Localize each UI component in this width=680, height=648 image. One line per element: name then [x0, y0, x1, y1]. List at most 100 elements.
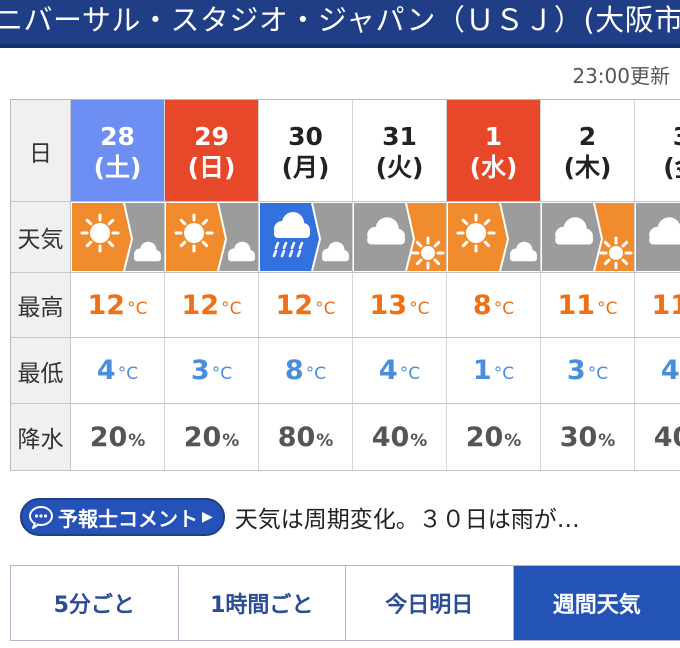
- high-temp-value: 11°C: [558, 290, 618, 321]
- page-title: ニバーサル・スタジオ・ジャパン（ＵＳＪ）(大阪市: [0, 3, 680, 37]
- high-temp-cell: 13 °C: [353, 273, 447, 337]
- high-temp-cell: 12 °C: [165, 273, 259, 337]
- precip-value: 40%: [654, 422, 680, 453]
- high-temp-value: 12 °C: [182, 290, 242, 321]
- high-temp-value: 13 °C: [370, 290, 430, 321]
- low-temp-cell: 4°C: [71, 338, 165, 403]
- low-temp-cell: 3 °C: [165, 338, 259, 403]
- temp-number: 3: [566, 355, 586, 386]
- tab-5min[interactable]: 5分ごと: [10, 566, 179, 640]
- temp-number: 8: [472, 289, 492, 321]
- temp-number: 11: [557, 289, 596, 321]
- date-cell: 3(金: [635, 100, 680, 201]
- low-temp-cell: 8 °C: [259, 338, 353, 403]
- forecaster-comment-text[interactable]: 天気は周期変化。３０日は雨が…: [234, 507, 580, 533]
- low-temp-value: 4°C: [661, 355, 680, 386]
- temp-unit: °C: [399, 364, 421, 384]
- weather-cell: [635, 202, 680, 272]
- day-number: 2: [578, 121, 597, 151]
- weekday-label: (火): [375, 152, 424, 182]
- precip-cell: 80%: [259, 404, 353, 470]
- low-temp-value: 3 °C: [191, 355, 232, 386]
- tab-weekly[interactable]: 週間天気: [513, 566, 680, 640]
- cloudy-icon: [635, 203, 680, 271]
- temp-number: 12: [87, 289, 126, 321]
- date-cell: 2 (木): [541, 100, 635, 201]
- precip-number: 40: [371, 421, 410, 453]
- precip-value: 80%: [278, 422, 334, 453]
- temp-number: 4: [378, 355, 398, 386]
- precip-value: 40%: [372, 422, 428, 453]
- weather-cell: [353, 202, 447, 272]
- precip-number: 80: [277, 421, 316, 453]
- date-cell: 31 (火): [353, 100, 447, 201]
- sunny-then-cloudy-icon: [447, 203, 540, 271]
- day-number: 30: [288, 121, 323, 151]
- precip-value: 20%: [184, 422, 240, 453]
- weekday-label: (木): [563, 152, 612, 182]
- low-temp-row: 最低 4°C3°C8°C4°C1°C3°C4°C: [11, 338, 680, 404]
- precip-cell: 20%: [71, 404, 165, 470]
- low-temp-value: 8 °C: [285, 355, 326, 386]
- tab-hourly[interactable]: 1時間ごと: [178, 566, 346, 640]
- low-temp-cell: 4°C: [353, 338, 447, 403]
- precip-number: 40: [653, 421, 680, 453]
- precip-number: 30: [559, 421, 598, 453]
- precip-value: 30%: [560, 422, 616, 453]
- day-number: 28: [100, 121, 135, 151]
- low-temp-value: 4°C: [379, 355, 420, 386]
- high-temp-cell: 12 °C: [71, 273, 165, 337]
- low-temp-cell: 1 °C: [447, 338, 541, 403]
- precip-cell: 20%: [447, 404, 541, 470]
- temp-number: 4: [660, 355, 680, 386]
- temp-number: 3: [190, 355, 210, 386]
- day-number: 31: [382, 121, 417, 151]
- date-cell: 30 (月): [259, 100, 353, 201]
- weekday-label: (日): [187, 152, 236, 182]
- sunny-then-cloudy-icon: [165, 203, 258, 271]
- temp-number: 11: [651, 289, 680, 321]
- speech-bubble-icon: [29, 506, 53, 529]
- precip-cell: 40%: [353, 404, 447, 470]
- weekday-label: (水): [469, 152, 518, 182]
- temp-number: 4: [96, 355, 116, 386]
- row-label-low: 最低: [11, 338, 71, 403]
- tab-today-tomorrow[interactable]: 今日明日: [346, 566, 514, 640]
- date-cell: 29 (日): [165, 100, 259, 201]
- precip-cell: 40%: [635, 404, 680, 470]
- row-label-precip: 降水: [11, 404, 71, 470]
- high-temp-value: 8 °C: [473, 290, 514, 321]
- updated-time: 23:00更新: [572, 64, 670, 88]
- temp-unit: °C: [127, 298, 148, 319]
- high-temp-value: 11°C: [652, 290, 680, 321]
- high-temp-value: 12 °C: [276, 290, 336, 321]
- temp-number: 13: [369, 289, 408, 321]
- precip-unit: %: [410, 430, 428, 451]
- temp-unit: °C: [597, 298, 618, 319]
- high-temp-cell: 11°C: [635, 273, 680, 337]
- forecast-tabs: 5分ごと 1時間ごと 今日明日 週間天気: [10, 565, 680, 641]
- chevron-right-icon: ▶: [202, 509, 213, 525]
- weekday-label: (土): [93, 152, 142, 182]
- date-cell: 1 (水): [447, 100, 541, 201]
- weekday-label: (金: [663, 152, 680, 182]
- precip-unit: %: [128, 430, 146, 451]
- weather-cell: [541, 202, 635, 272]
- low-temp-value: 4°C: [97, 355, 138, 386]
- precip-value: 20%: [466, 422, 522, 453]
- high-temp-row: 最高 12°C12°C12°C13°C8°C11°C11°C: [11, 273, 680, 338]
- precip-cell: 30%: [541, 404, 635, 470]
- forecaster-comment-button[interactable]: 予報士コメント ▶: [20, 498, 225, 536]
- precip-cell: 20%: [165, 404, 259, 470]
- temp-unit: °C: [211, 364, 233, 384]
- precip-unit: %: [316, 430, 334, 451]
- row-label-high: 最高: [11, 273, 71, 337]
- precip-unit: %: [504, 430, 522, 451]
- temp-unit: °C: [221, 298, 242, 319]
- temp-unit: °C: [305, 364, 327, 384]
- precip-number: 20: [89, 421, 128, 453]
- precip-row: 降水 20%20%80%40%20%30%40%: [11, 404, 680, 471]
- temp-unit: °C: [493, 364, 515, 384]
- date-cell: 28 (土): [71, 100, 165, 201]
- cloudy-then-sunny-icon: [353, 203, 446, 271]
